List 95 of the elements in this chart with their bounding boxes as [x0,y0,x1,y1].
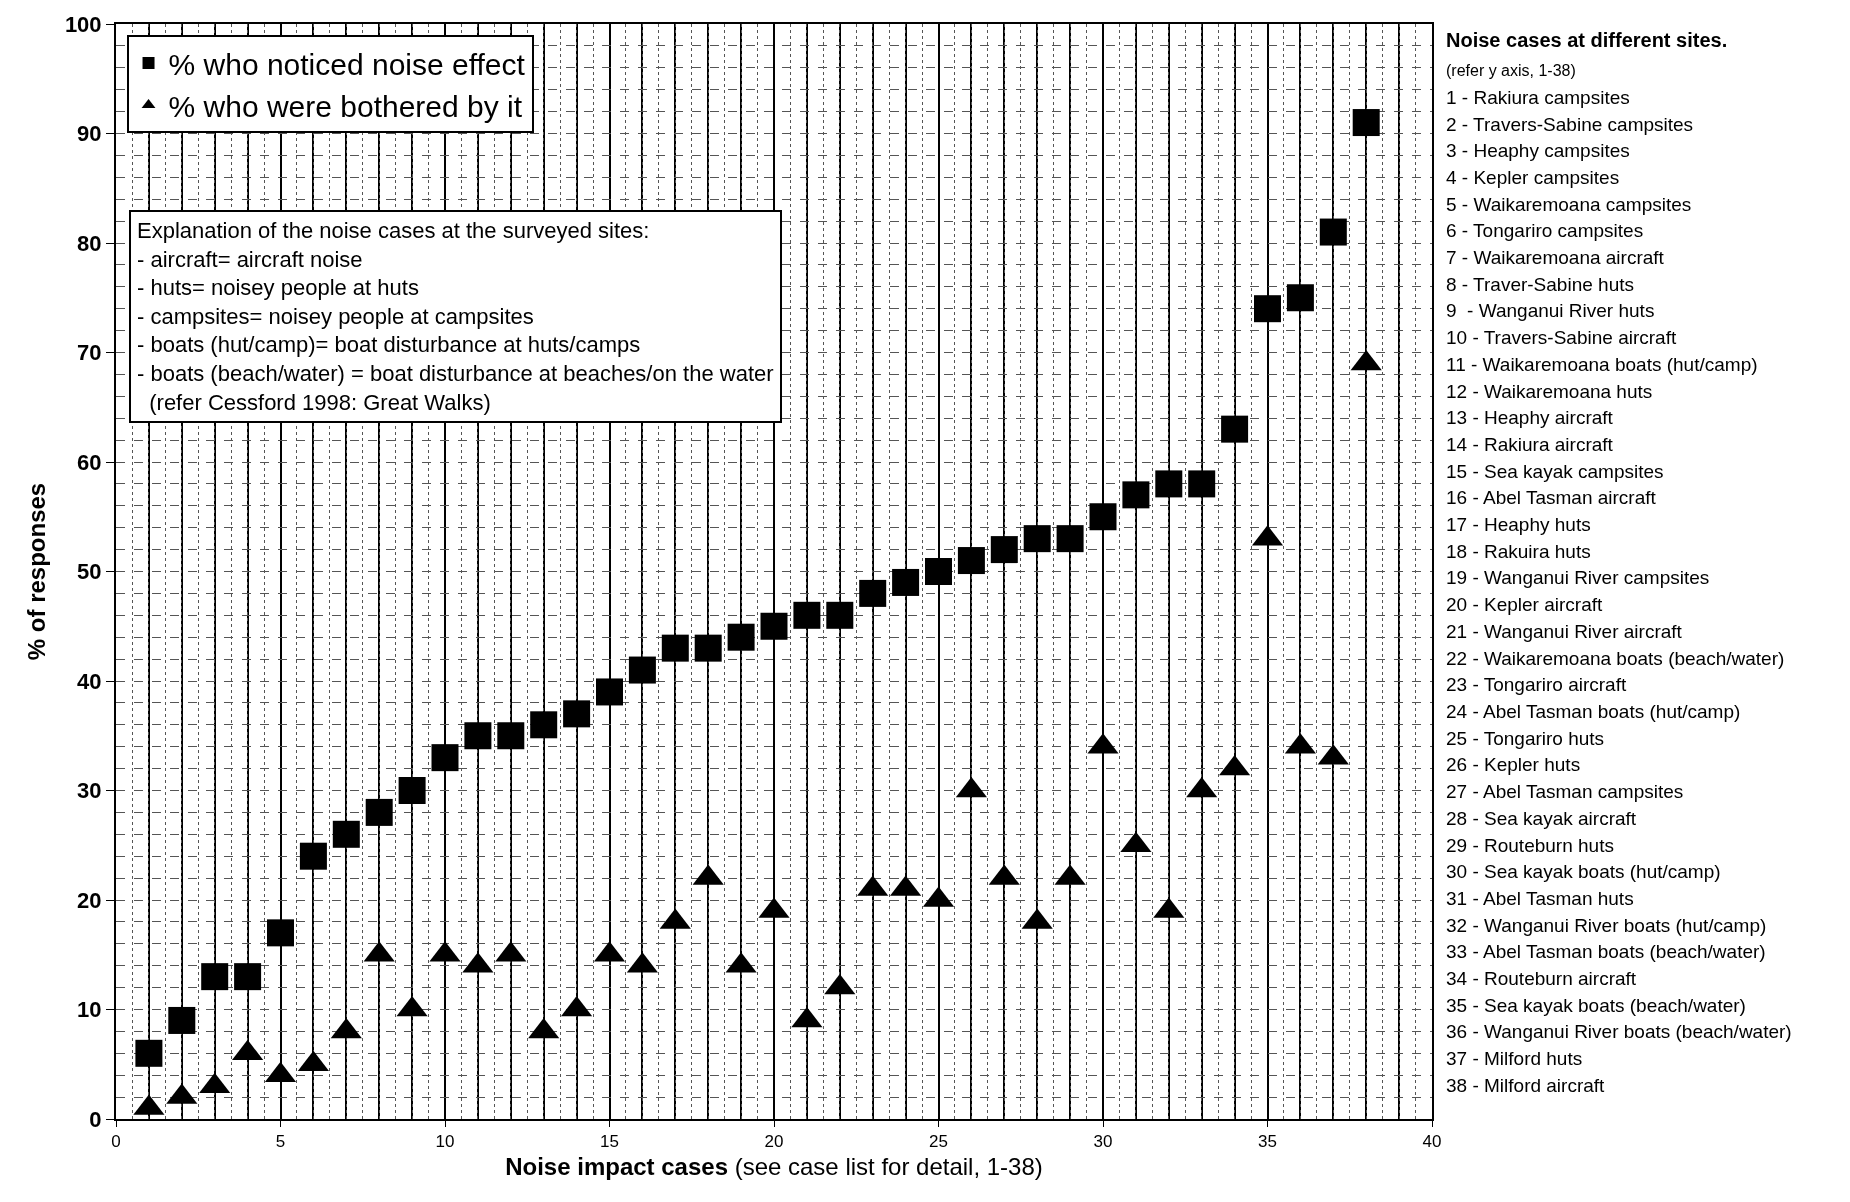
text: 37 - Milford huts [1446,1048,1583,1069]
text: 7 - Waikaremoana aircraft [1446,247,1665,268]
point [530,711,558,739]
text: 30 - Sea kayak boats (hut/camp) [1446,861,1721,882]
x-tick-label: 0 [111,1132,121,1152]
x-tick-label: 5 [275,1132,286,1152]
y-tick-label: 10 [77,997,102,1023]
point [661,634,689,662]
y-tick-label: 20 [77,887,102,913]
y-tick-label: 70 [77,340,102,366]
y-tick-label: 90 [77,121,102,147]
point [1056,525,1084,553]
text: 6 - Tongariro campsites [1446,220,1644,241]
point [628,656,656,684]
text: 5 - Waikaremoana campsites [1446,194,1692,215]
point [1319,218,1347,246]
legend-label: % who were bothered by it [168,89,523,123]
text: (refer y axis, 1-38) [1446,62,1576,79]
text: 13 - Heaphy aircraft [1446,407,1614,428]
text: Noise cases at different sites. [1446,29,1728,51]
point [957,547,985,575]
point [563,700,591,728]
text: 20 - Kepler aircraft [1446,594,1604,615]
text: 31 - Abel Tasman huts [1446,888,1634,909]
text: 3 - Heaphy campsites [1446,140,1630,161]
text: 14 - Rakiura aircraft [1446,434,1614,455]
point [365,798,393,826]
text: 33 - Abel Tasman boats (beach/water) [1446,941,1766,962]
x-tick-label: 35 [1258,1132,1277,1152]
text: 9 - Wanganui River huts [1446,300,1655,321]
text: 15 - Sea kayak campsites [1446,461,1664,482]
text: 26 - Kepler huts [1446,754,1581,775]
text: 32 - Wanganui River boats (hut/camp) [1446,915,1767,936]
text: 36 - Wanganui River boats (beach/water) [1446,1021,1792,1042]
point [793,601,821,629]
point [990,536,1018,564]
text: 21 - Wanganui River aircraft [1446,621,1683,642]
point [1221,415,1249,443]
point [332,820,360,848]
point [826,601,854,629]
y-tick-label: 40 [77,668,102,694]
text: 27 - Abel Tasman campsites [1446,781,1684,802]
point [694,634,722,662]
x-tick-label: 15 [600,1132,619,1152]
text: 17 - Heaphy huts [1446,514,1591,535]
y-tick-label: 50 [77,559,102,585]
text: 38 - Milford aircraft [1446,1075,1606,1096]
point [596,678,623,706]
point [925,558,952,585]
text: 10 - Travers-Sabine aircraft [1446,327,1677,348]
text: 4 - Kepler campsites [1446,167,1620,188]
text: 2 - Travers-Sabine campsites [1446,114,1694,135]
point [497,722,525,750]
annotation: Explanation of the noise cases at the surveyed sites: - aircraft= aircraft noise - huts= noisey people at huts - campsites= noisey people at campsites - boats (hut/camp)= boat disturbance at huts/camps - boats (beach/water) = boat disturbance at beaches/on the water (refer Cessford 1998: Great Walks) [137,218,774,415]
y-tick-label: 100 [64,11,102,37]
y-tick-label: 60 [77,449,102,475]
y-tick-label: 0 [89,1106,102,1132]
point [464,722,492,750]
text: 18 - Rakuira huts [1446,541,1591,562]
x-tick-label: 40 [1422,1132,1442,1152]
text: 11 - Waikaremoana boats (hut/camp) [1446,354,1758,375]
point [398,777,426,804]
point [1155,470,1183,498]
point [859,579,887,607]
text: 29 - Routeburn huts [1446,835,1614,856]
text: 25 - Tongariro huts [1446,728,1605,749]
point [1286,284,1314,312]
point [1023,525,1051,553]
text: 34 - Routeburn aircraft [1446,968,1637,989]
text: 16 - Abel Tasman aircraft [1446,487,1657,508]
point [1254,295,1281,323]
y-axis-title: % of responses [23,482,51,661]
text: 24 - Abel Tasman boats (hut/camp) [1446,701,1741,722]
y-tick-label: 80 [77,230,102,256]
text: 22 - Waikaremoana boats (beach/water) [1446,648,1785,669]
text: 12 - Waikaremoana huts [1446,381,1653,402]
x-axis-title: Noise impact cases (see case list for detail, 1-38) [505,1153,1043,1181]
point [760,612,788,640]
point [1188,470,1216,498]
x-tick-label: 10 [435,1132,455,1152]
x-tick-label: 30 [1093,1132,1113,1152]
y-tick-label: 30 [77,778,102,804]
text: 23 - Tongariro aircraft [1446,674,1627,695]
point [727,623,755,651]
text: 8 - Traver-Sabine huts [1446,274,1634,295]
text: 19 - Wanganui River campsites [1446,567,1710,588]
point [892,568,920,596]
point [1089,503,1117,531]
text: 1 - Rakiura campsites [1446,87,1630,108]
legend-label: % who noticed noise effect [168,47,526,81]
text: 35 - Sea kayak boats (beach/water) [1446,995,1746,1016]
x-tick-label: 20 [764,1132,784,1152]
x-tick-label: 25 [929,1132,948,1152]
point [1122,481,1150,509]
text: 28 - Sea kayak aircraft [1446,808,1637,829]
